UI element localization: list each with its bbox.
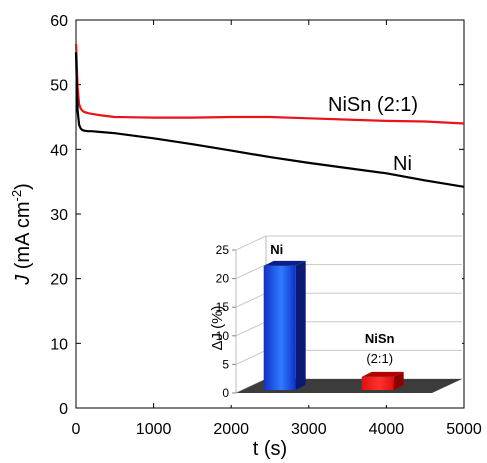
inset-y-tick-label: 25 bbox=[216, 243, 230, 257]
inset-y-tick-label: 5 bbox=[222, 357, 229, 371]
inset-bars: Ni NiSn (2:1) bbox=[263, 242, 404, 390]
y-tick-label: 50 bbox=[50, 78, 68, 95]
inset-bar-label: Ni bbox=[270, 242, 283, 257]
y-axis-title-close: ) bbox=[12, 183, 34, 190]
inset-bar-label: NiSn bbox=[365, 331, 395, 346]
y-tick-label: 60 bbox=[50, 13, 68, 30]
y-tick-label: 20 bbox=[50, 272, 68, 289]
y-axis-title-unit: (mA cm bbox=[12, 201, 34, 274]
inset-y-tick-label: 20 bbox=[216, 272, 230, 286]
y-axis-title: J (mA cm-2) bbox=[9, 183, 34, 286]
y-tick-label: 30 bbox=[50, 207, 68, 224]
y-tick-label: 10 bbox=[50, 336, 68, 353]
x-tick-label: 4000 bbox=[369, 421, 405, 438]
x-tick-label: 1000 bbox=[136, 421, 172, 438]
inset-y-axis-title: ΔJ (%) bbox=[209, 305, 226, 350]
x-tick-label: 5000 bbox=[446, 421, 482, 438]
inset-gridline bbox=[235, 235, 462, 251]
series-lines bbox=[74, 43, 465, 188]
x-axis: 0 1000 2000 3000 4000 5000 bbox=[72, 20, 482, 438]
y-axis-title-symbol: J bbox=[12, 274, 34, 286]
inset-bar-side bbox=[295, 260, 306, 390]
y-tick-label: 40 bbox=[50, 142, 68, 159]
x-tick-label: 0 bbox=[72, 421, 81, 438]
series-label-nisn: NiSn (2:1) bbox=[328, 94, 418, 116]
inset-bar-chart: Ni NiSn (2:1) 0 5 10 15 20 25 ΔJ (%) bbox=[201, 212, 462, 405]
x-axis-title: t (s) bbox=[253, 438, 287, 460]
inset-bar-top bbox=[361, 371, 404, 377]
inset-bar-front bbox=[263, 265, 296, 390]
y-axis-title-exponent: -2 bbox=[9, 190, 24, 202]
inset-gridline bbox=[235, 264, 462, 280]
series-line-ni bbox=[74, 52, 465, 188]
series-label-ni: Ni bbox=[393, 153, 412, 175]
x-tick-label: 3000 bbox=[291, 421, 327, 438]
inset-bar: NiSn (2:1) bbox=[361, 331, 404, 390]
inset-bar: Ni bbox=[263, 242, 306, 390]
inset-bar-top bbox=[263, 260, 306, 266]
series-line-nisn-2-1 bbox=[74, 43, 465, 125]
inset-y-tick-label: 0 bbox=[222, 386, 229, 400]
inset-bar-front bbox=[361, 376, 394, 390]
inset-bar-label: (2:1) bbox=[366, 351, 393, 366]
inset-bar-side bbox=[393, 371, 404, 390]
x-tick-label: 2000 bbox=[213, 421, 249, 438]
inset-y-tick-label: 10 bbox=[216, 329, 230, 343]
inset-y-axis: 0 5 10 15 20 25 bbox=[216, 243, 236, 400]
inset-background bbox=[201, 212, 462, 405]
inset-y-tick-label: 15 bbox=[216, 300, 230, 314]
y-tick-label: 0 bbox=[59, 401, 68, 418]
